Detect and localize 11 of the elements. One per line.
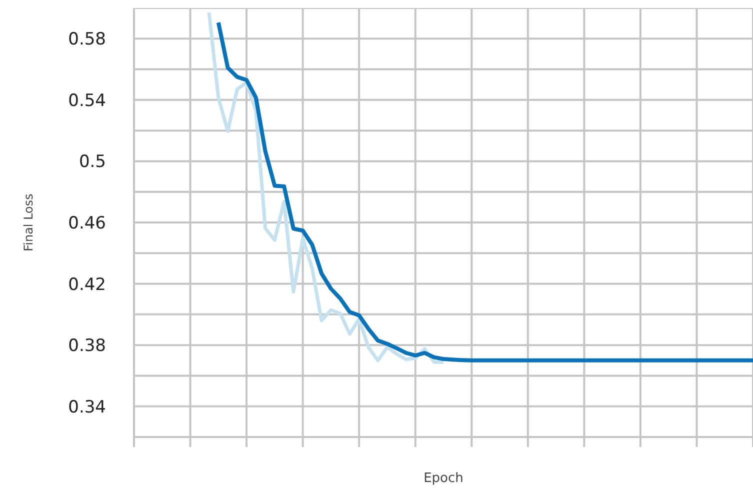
y-tick-label: 0.34 — [68, 397, 106, 418]
y-tick-label: 0.42 — [68, 274, 106, 295]
y-tick-label: 0.54 — [68, 90, 106, 111]
y-tick-label: 0.58 — [68, 30, 106, 50]
y-tick-label: 0.5 — [78, 152, 106, 172]
line-series — [216, 20, 753, 362]
y-tick-label: 0.46 — [68, 214, 106, 234]
x-axis-title: Epoch — [424, 471, 464, 486]
y-axis-title: Final Loss — [21, 194, 36, 252]
line-series — [207, 10, 446, 364]
y-tick-label: 0.38 — [68, 336, 106, 356]
